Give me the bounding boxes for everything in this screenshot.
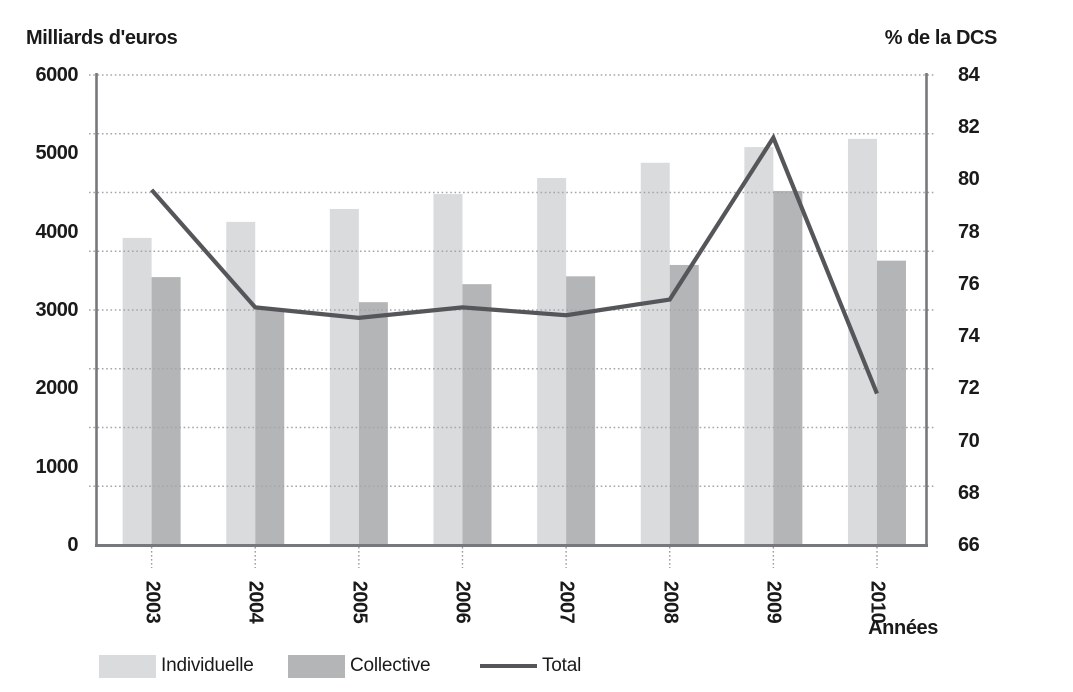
x-axis-label-2007: 2007	[555, 580, 578, 624]
bar-individuelle-2009	[744, 147, 774, 546]
legend-swatch-collective	[288, 654, 345, 678]
x-axis-label-2003: 2003	[141, 580, 164, 624]
left-axis-tick-4000: 4000	[35, 220, 79, 243]
legend-item-collective: Collective	[288, 654, 431, 678]
bar-collective-2003	[151, 277, 181, 545]
total-line	[150, 133, 879, 395]
left-axis-tick-6000: 6000	[35, 64, 79, 86]
bar-individuelle-2007	[537, 178, 567, 545]
bar-individuelle-2008	[640, 162, 670, 545]
legend-item-total: Total	[480, 654, 581, 678]
right-axis-tick-72: 72	[958, 377, 980, 400]
right-axis-tick-68: 68	[958, 481, 980, 504]
bar-individuelle-2006	[433, 194, 463, 546]
right-axis-tick-80: 80	[958, 168, 980, 191]
left-axis-tick-5000: 5000	[35, 142, 79, 165]
bar-individuelle-2010	[847, 138, 877, 545]
legend-line-swatch-total	[480, 664, 537, 668]
bar-collective-2010	[876, 260, 906, 545]
bar-collective-2006	[462, 284, 492, 545]
x-axis-label-2006: 2006	[451, 580, 474, 624]
right-axis-tick-66: 66	[958, 534, 980, 556]
x-axis-label-2005: 2005	[348, 580, 371, 624]
x-axis-title: Années	[868, 617, 938, 639]
x-axis-label-2009: 2009	[762, 580, 785, 624]
right-axis-tick-74: 74	[958, 325, 980, 348]
legend-swatch-individuelle	[99, 654, 156, 678]
legend-label-collective: Collective	[350, 655, 431, 676]
right-axis-title: % de la DCS	[884, 27, 998, 49]
right-axis-tick-82: 82	[958, 116, 980, 139]
left-axis-title: Milliards d'euros	[26, 27, 178, 49]
left-axis-tick-2000: 2000	[35, 377, 79, 400]
right-axis-tick-70: 70	[958, 429, 980, 452]
left-axis-tick-0: 0	[67, 534, 78, 556]
bar-collective-2008	[669, 264, 699, 545]
bar-collective-2005	[358, 302, 388, 545]
right-axis-tick-76: 76	[958, 272, 980, 295]
x-axis-label-2004: 2004	[244, 580, 267, 624]
bar-individuelle-2003	[122, 237, 152, 545]
bar-collective-2009	[773, 190, 803, 545]
left-axis-tick-3000: 3000	[35, 299, 79, 321]
left-axis-tick-1000: 1000	[35, 455, 79, 478]
x-axis-label-2008: 2008	[659, 580, 682, 624]
legend-item-individuelle: Individuelle	[99, 654, 254, 678]
legend-label-individuelle: Individuelle	[161, 655, 254, 676]
bar-individuelle-2005	[329, 208, 359, 545]
bar-collective-2007	[566, 276, 596, 545]
right-axis-tick-84: 84	[958, 64, 980, 86]
gridlines	[89, 74, 934, 487]
right-axis-tick-78: 78	[958, 220, 980, 243]
legend-label-total: Total	[542, 655, 582, 676]
bar-individuelle-2004	[226, 221, 256, 545]
